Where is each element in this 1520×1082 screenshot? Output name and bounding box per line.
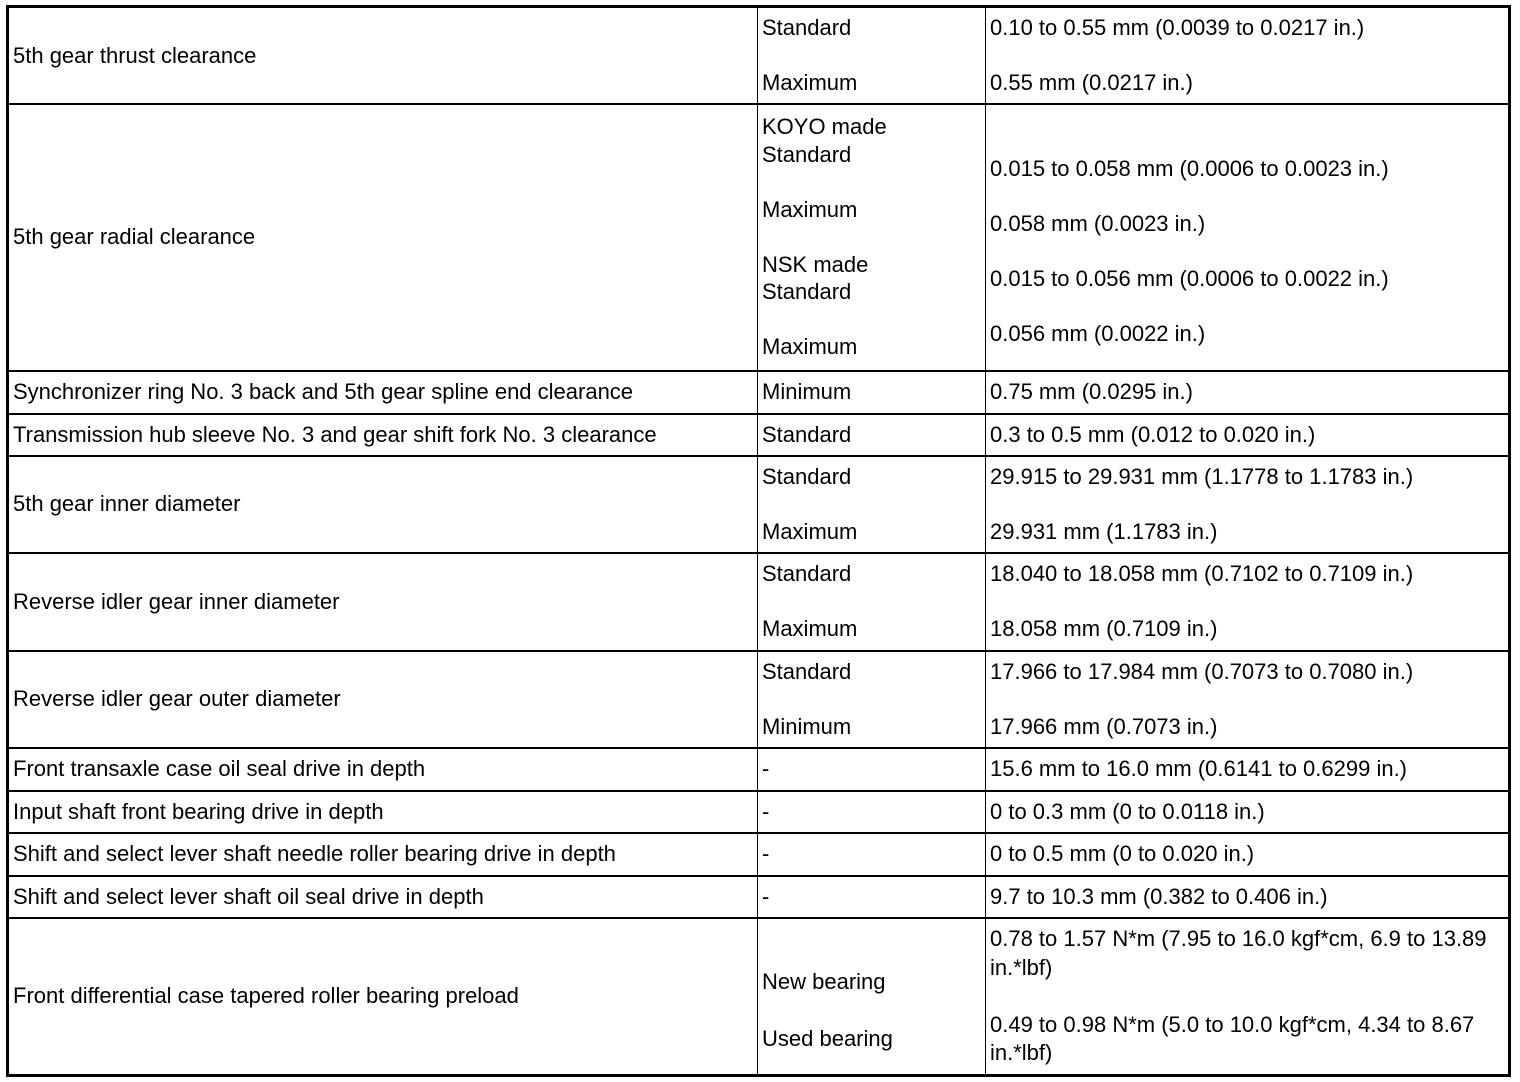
spec-condition-cell: Standard Minimum: [757, 649, 986, 749]
spec-value-cell: 0 to 0.3 mm (0 to 0.0118 in.): [985, 789, 1510, 834]
spec-condition-cell: -: [757, 831, 986, 877]
spec-item-cell: 5th gear radial clearance: [7, 102, 758, 372]
spec-value-cell: 29.915 to 29.931 mm (1.1778 to 1.1783 in…: [985, 454, 1510, 554]
spec-item-cell: Input shaft front bearing drive in depth: [7, 789, 758, 834]
spec-item-cell: Shift and select lever shaft needle roll…: [7, 831, 758, 877]
table-row: Front transaxle case oil seal drive in d…: [7, 746, 1510, 792]
table-row: Input shaft front bearing drive in depth…: [7, 789, 1510, 834]
table-row: Reverse idler gear outer diameter Standar…: [7, 649, 1510, 749]
spec-item-cell: Front differential case tapered roller b…: [7, 916, 758, 1077]
spec-item-cell: Shift and select lever shaft oil seal dr…: [7, 874, 758, 919]
table-row: Shift and select lever shaft needle roll…: [7, 831, 1510, 877]
table-row: 5th gear inner diameter Standard Maximum 2…: [7, 454, 1510, 554]
spec-condition-cell: KOYO made Standard Maximum NSK made Stan…: [757, 102, 986, 372]
spec-value-cell: 0.015 to 0.058 mm (0.0006 to 0.0023 in.)…: [985, 102, 1510, 372]
specification-table: 5th gear thrust clearance Standard Maximu…: [6, 5, 1511, 1077]
spec-value-cell: 15.6 mm to 16.0 mm (0.6141 to 0.6299 in.…: [985, 746, 1510, 792]
spec-value-cell: 17.966 to 17.984 mm (0.7073 to 0.7080 in…: [985, 649, 1510, 749]
spec-item-cell: Front transaxle case oil seal drive in d…: [7, 746, 758, 792]
spec-condition-cell: Standard Maximum: [757, 551, 986, 652]
spec-item-cell: Synchronizer ring No. 3 back and 5th gea…: [7, 369, 758, 415]
table-row: 5th gear thrust clearance Standard Maximu…: [7, 5, 1510, 105]
table-row: 5th gear radial clearance KOYO made Stand…: [7, 102, 1510, 372]
table-row: Front differential case tapered roller b…: [7, 916, 1510, 1077]
spec-item-cell: 5th gear inner diameter: [7, 454, 758, 554]
spec-condition-cell: Minimum: [757, 369, 986, 415]
spec-value-cell: 0.78 to 1.57 N*m (7.95 to 16.0 kgf*cm, 6…: [985, 916, 1510, 1077]
spec-condition-cell: New bearing Used bearing: [757, 916, 986, 1077]
spec-condition-cell: -: [757, 789, 986, 834]
spec-condition-cell: Standard: [757, 412, 986, 457]
spec-value-cell: 0 to 0.5 mm (0 to 0.020 in.): [985, 831, 1510, 877]
spec-condition-cell: Standard Maximum: [757, 5, 986, 105]
spec-value-cell: 0.10 to 0.55 mm (0.0039 to 0.0217 in.) 0…: [985, 5, 1510, 105]
spec-value-cell: 18.040 to 18.058 mm (0.7102 to 0.7109 in…: [985, 551, 1510, 652]
spec-item-cell: 5th gear thrust clearance: [7, 5, 758, 105]
table-row: Synchronizer ring No. 3 back and 5th gea…: [7, 369, 1510, 415]
spec-item-cell: Transmission hub sleeve No. 3 and gear s…: [7, 412, 758, 457]
spec-value-cell: 0.75 mm (0.0295 in.): [985, 369, 1510, 415]
spec-condition-cell: -: [757, 874, 986, 919]
spec-value-cell: 9.7 to 10.3 mm (0.382 to 0.406 in.): [985, 874, 1510, 919]
table-row: Transmission hub sleeve No. 3 and gear s…: [7, 412, 1510, 457]
table-row: Shift and select lever shaft oil seal dr…: [7, 874, 1510, 919]
spec-condition-cell: -: [757, 746, 986, 792]
spec-value-cell: 0.3 to 0.5 mm (0.012 to 0.020 in.): [985, 412, 1510, 457]
spec-item-cell: Reverse idler gear inner diameter: [7, 551, 758, 652]
spec-item-cell: Reverse idler gear outer diameter: [7, 649, 758, 749]
table-row: Reverse idler gear inner diameter Standar…: [7, 551, 1510, 652]
spec-condition-cell: Standard Maximum: [757, 454, 986, 554]
